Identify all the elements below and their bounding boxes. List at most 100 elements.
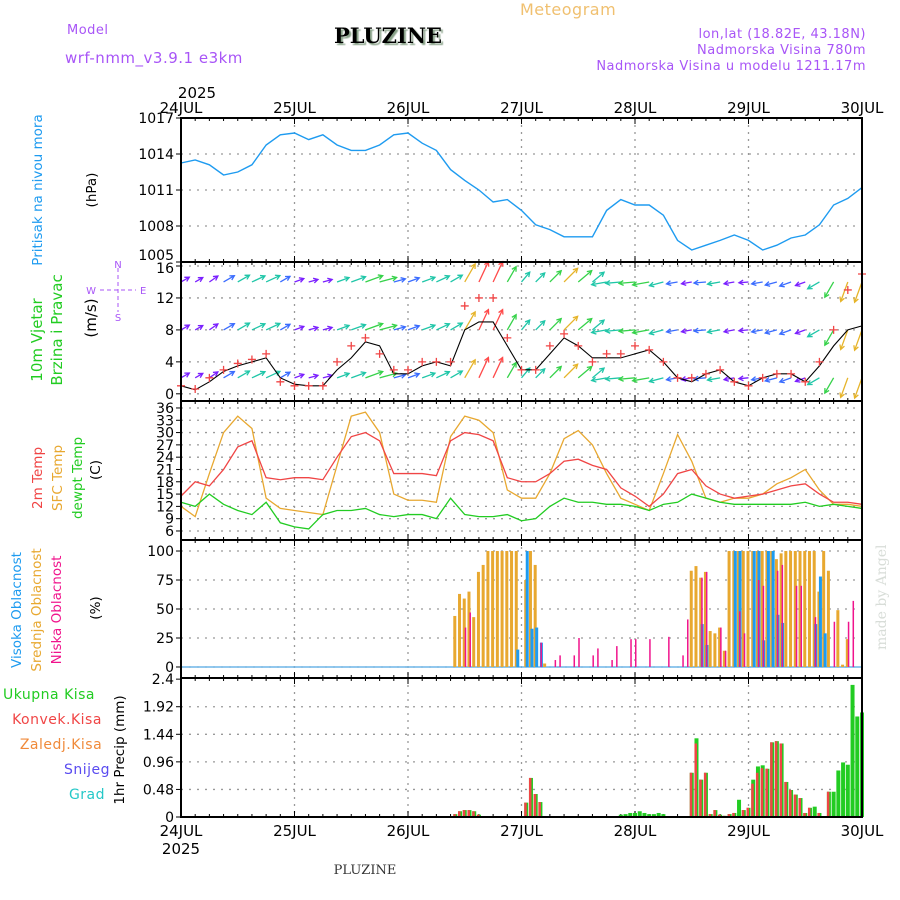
wind-arrow-head [444, 370, 451, 377]
wind-arrow-head [586, 365, 593, 372]
wind-arrow [506, 266, 517, 283]
wind-arrow [308, 278, 319, 283]
wind-arrow-head [259, 274, 267, 281]
wind-arrow-head [556, 317, 563, 324]
wind-arrow [707, 377, 721, 381]
wind-arrow-head [680, 328, 687, 334]
wind-arrow [779, 329, 792, 335]
wind-arrow [379, 324, 397, 331]
wind-arrow [619, 377, 636, 380]
total-precip-bar [841, 762, 846, 817]
total-precip-bar [812, 806, 817, 817]
wind-arrow-head [586, 269, 593, 276]
wind-arrow-head [806, 284, 813, 290]
wind-arrow-head [778, 329, 785, 336]
wind-arrow [605, 329, 621, 332]
model-elevation-text: Nadmorska Visina u modelu 1211.17m [596, 59, 866, 74]
wind-arrow-head [360, 323, 367, 329]
wind-arrow-head [763, 281, 771, 287]
wind-arrow-head [212, 275, 220, 281]
sfc-temp-label: SFC Temp [50, 445, 66, 511]
wind-arrow [393, 374, 406, 379]
bottom-day-label: 25JUL [273, 822, 316, 840]
wind-arrow-head [590, 328, 597, 335]
wind-arrow [294, 277, 305, 283]
wind-arrow [294, 325, 305, 331]
wind-arrow [464, 311, 476, 331]
wind-arrow [632, 281, 650, 286]
mid-cloud-bar [472, 617, 476, 667]
mid-cloud-bar [812, 551, 816, 667]
wind-gust-marker [205, 373, 214, 382]
mid-cloud-bar [708, 631, 712, 667]
wind-arrow-head [853, 393, 859, 400]
wind-arrow-head [824, 388, 830, 395]
precip-legend-item: Ukupna Kisa [3, 687, 95, 703]
wind-arrow-head [706, 376, 713, 383]
wind-arrow-head [572, 315, 579, 322]
low-cloud-bar [635, 639, 637, 667]
low-cloud-bar [847, 621, 850, 667]
low-cloud-bar [616, 646, 618, 667]
y-tick-label: 9 [165, 512, 174, 528]
wind-arrow-head [274, 274, 282, 280]
wind-arrow-head [648, 377, 655, 384]
low-cloud-bar [554, 660, 557, 667]
compass-s: S [115, 313, 121, 324]
wind-arrow [681, 281, 692, 285]
wind-arrow-head [298, 277, 306, 283]
y-tick-label: 0 [165, 810, 174, 826]
wind-arrow [681, 329, 692, 333]
low-cloud-bar [739, 611, 741, 667]
temp-unit-label: (C) [88, 460, 104, 480]
wind-arrow-head [244, 274, 251, 280]
pressure-label: Pritisak na nivou mora [30, 114, 46, 265]
wind-arrow-head [750, 328, 757, 335]
total-precip-bar [831, 791, 836, 817]
wind-arrow [478, 261, 489, 283]
wind-arrow-head [763, 377, 771, 383]
wind-arrow-head [444, 274, 451, 281]
wind-arrow [251, 275, 266, 283]
wind-arrow-head [244, 322, 251, 328]
y-tick-label: 16 [156, 261, 174, 277]
wind-arrow [738, 377, 749, 380]
convective-precip-bar [703, 772, 707, 817]
wind-arrow [492, 261, 504, 283]
wind-gust-marker [375, 349, 384, 358]
wind-arrow [707, 281, 721, 285]
mid-cloud-bar [826, 570, 830, 667]
total-precip-bar [850, 684, 855, 817]
mid-cloud-bar [689, 570, 693, 667]
wind-arrow [223, 371, 235, 379]
wind-arrow [854, 329, 863, 351]
convective-precip-bar [807, 807, 811, 817]
wind-arrow-head [853, 297, 859, 304]
wind-arrow-head [498, 356, 504, 363]
wind-arrow-head [284, 371, 292, 377]
convective-precip-bar [760, 768, 764, 817]
wind-arrow-head [617, 327, 624, 334]
wind-arrow-head [483, 308, 490, 315]
wind-arrow-head [680, 376, 687, 382]
wind-arrow [351, 324, 366, 331]
wind-arrow-head [483, 356, 490, 363]
model-name: wrf-nmm_v3.9.1 e3km [65, 49, 243, 68]
wind-arrow-head [631, 281, 638, 288]
convective-precip-bar [453, 814, 456, 817]
wind-arrow [464, 263, 476, 283]
wind-arrow [605, 281, 621, 284]
temp-2m-line [180, 431, 863, 508]
wind-gust-marker [247, 355, 256, 364]
convective-precip-bar [472, 811, 475, 817]
convective-precip-bar [826, 791, 830, 817]
y-tick-label: 12 [156, 499, 174, 515]
wind-arrow-head [212, 371, 220, 377]
wind-arrow [521, 319, 531, 331]
wind-arrow-head [599, 367, 606, 373]
wind-arrow [632, 329, 650, 334]
y-tick-label: 0.96 [143, 755, 174, 771]
wind-arrow [351, 372, 366, 379]
low-cloud-bar [833, 621, 836, 667]
